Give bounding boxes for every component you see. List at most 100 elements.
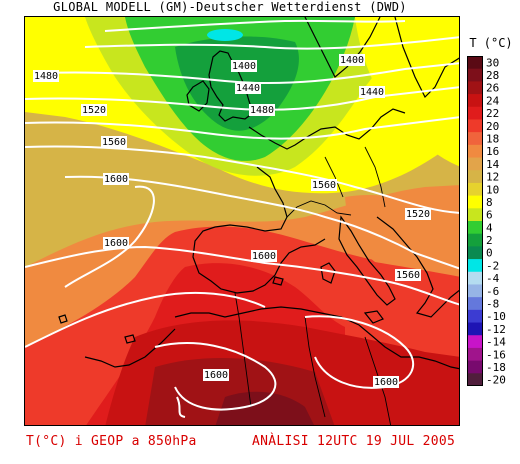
legend-swatch [467,233,483,247]
legend-swatch [467,182,483,197]
svg-text:1600: 1600 [374,377,398,388]
legend-swatch [467,335,483,349]
legend-label: -18 [486,361,506,374]
legend-swatch [467,119,483,133]
legend-swatch [467,246,483,260]
legend-swatch [467,309,483,324]
legend-swatch [467,297,483,311]
legend-swatch [467,106,483,120]
coast-scandinavia [304,17,381,78]
svg-text:1480: 1480 [34,71,58,82]
field-yellow-ne [355,17,459,167]
isohypse-line-3 [44,62,459,85]
isohypse-line-13 [176,396,186,418]
legend-swatch [467,94,483,108]
svg-text:1560: 1560 [312,180,336,191]
isohypse-label-1520-b: 1520 [405,208,431,220]
legend-swatch [467,271,483,285]
legend-label: 12 [486,171,499,184]
svg-text:1560: 1560 [396,270,420,281]
isohypse-line-7 [64,175,459,270]
legend-label: 18 [486,133,499,146]
isohypse-label-1600-d: 1600 [203,369,229,381]
isohypse-label-1440-a: 1440 [235,82,261,94]
legend-color-bar [467,56,483,386]
border-africa-1 [234,292,252,408]
legend-label: -2 [486,259,499,272]
coast-madeira [58,314,68,324]
legend-swatch [467,373,483,386]
svg-text:1520: 1520 [406,209,430,220]
isohypse-label-1560-c: 1560 [395,269,421,281]
legend-label: -8 [486,298,499,311]
legend-label: 8 [486,196,493,209]
legend-title: T (°C) [469,36,513,50]
temperature-map: 1400 1400 1440 1440 1480 [25,17,459,425]
coast-balearics [272,276,284,286]
legend-label: -14 [486,336,506,349]
legend-swatch [467,208,483,222]
coast-morocco [84,328,176,368]
legend-label: 0 [486,247,493,260]
legend-swatch [467,68,483,82]
isohypse-label-1400-b: 1400 [339,54,365,66]
coast-canary [124,334,136,344]
svg-text:1520: 1520 [82,105,106,116]
svg-text:1480: 1480 [250,105,274,116]
svg-text:1560: 1560 [102,137,126,148]
legend-label: 26 [486,82,499,95]
legend-label: 24 [486,94,500,107]
map-panel: 1400 1400 1440 1440 1480 [24,16,460,426]
isohypse-label-1600-b: 1600 [103,237,129,249]
isohypse-label-1400-a: 1400 [231,60,257,72]
legend-label: 2 [486,234,493,247]
legend-border [467,56,483,386]
legend-labels: 302826242220181614121086420-2-4-6-8-10-1… [486,56,506,386]
coast-corsica-sardinia [320,262,336,284]
temperature-field [25,17,459,425]
legend-swatch [467,360,483,374]
legend-swatch [467,81,483,95]
legend-swatch [467,170,483,184]
isohypse-lines [25,19,459,418]
coast-ireland [186,80,210,112]
isohypse-line-1 [104,19,406,32]
legend-label: 4 [486,221,493,234]
model-title: GLOBAL MODELL (GM)-Deutscher Wetterdiens… [53,0,407,14]
legend-label: -20 [486,374,506,386]
isohypse-line-9 [25,245,459,306]
analysis-caption: ANÀLISI 12UTC 19 JUL 2005 [252,434,456,449]
isohypse-line-2 [84,36,459,50]
legend-swatch [467,56,483,70]
legend-label: 6 [486,209,493,222]
variable-caption: T(°C) i GEOP a 850hPa [26,434,197,449]
coast-sicily [363,310,384,324]
isohypse-label-1440-b: 1440 [359,86,385,98]
legend-label: 10 [486,183,499,196]
isohypse-line-5 [25,116,459,140]
isohypse-line-4 [25,86,459,111]
legend-label: -10 [486,310,506,323]
svg-text:1440: 1440 [360,87,384,98]
svg-text:1600: 1600 [104,238,128,249]
isohypse-label-1600-c: 1600 [251,250,277,262]
isohypse-label-1560-a: 1560 [101,136,127,148]
coast-baltic [394,17,459,99]
isohypse-label-1600-a: 1600 [103,173,129,185]
legend-label: -12 [486,323,506,336]
isohypse-label-1560-b: 1560 [311,179,337,191]
legend-swatch [467,322,483,336]
legend-swatch [467,284,483,298]
coast-italy [338,215,396,306]
legend-label: 28 [486,69,499,82]
svg-text:1600: 1600 [252,251,276,262]
border-central [364,146,386,208]
legend-label: 30 [486,56,499,69]
legend-swatch [467,221,483,235]
legend-label: -6 [486,285,499,298]
isohypse-label-1520-a: 1520 [81,104,107,116]
legend-swatch [467,347,483,362]
legend-label: -16 [486,348,506,361]
isohypse-label-1480-a: 1480 [33,70,59,82]
